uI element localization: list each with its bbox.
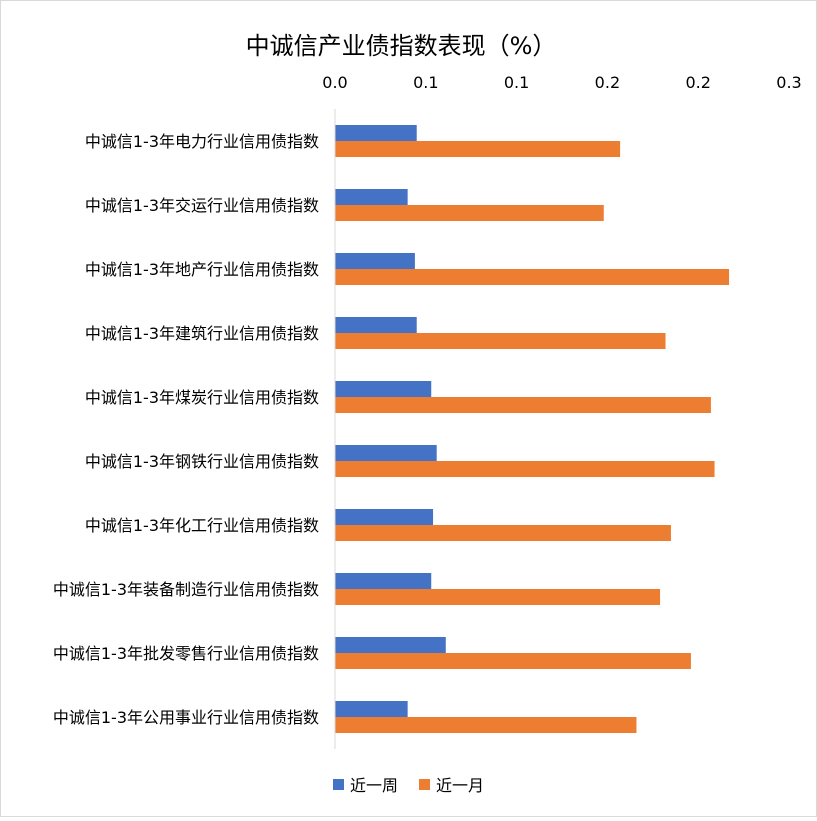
legend-label: 近一月 [436,776,484,795]
legend-swatch [419,779,430,790]
bar [335,573,432,589]
category-label: 中诚信1-3年建筑行业信用债指数 [85,324,319,343]
legend: 近一周 近一月 [333,776,484,795]
x-tick-label: 0.0 [322,73,347,92]
bar [335,125,417,141]
bar [335,189,408,205]
legend-label: 近一周 [350,776,398,795]
bar [335,333,666,349]
bars [335,125,730,733]
bar [335,701,408,717]
bar [335,381,432,397]
category-label: 中诚信1-3年装备制造行业信用债指数 [53,580,319,599]
bar [335,717,637,733]
legend-swatch [333,779,344,790]
x-tick-label: 0.1 [504,73,529,92]
bar [335,461,715,477]
bar [335,269,730,285]
category-label: 中诚信1-3年地产行业信用债指数 [85,260,319,279]
bar [335,589,661,605]
x-tick-label: 0.2 [685,73,710,92]
bar [335,445,437,461]
bar [335,397,711,413]
category-labels: 中诚信1-3年电力行业信用债指数中诚信1-3年交运行业信用债指数中诚信1-3年地… [53,132,319,727]
x-tick-label: 0.1 [413,73,438,92]
x-tick-label: 0.3 [776,73,801,92]
x-tick-label: 0.2 [595,73,620,92]
bar [335,525,671,541]
bar [335,205,604,221]
bar [335,509,434,525]
category-label: 中诚信1-3年化工行业信用债指数 [85,516,319,535]
bar [335,253,415,269]
bar [335,653,691,669]
bar [335,637,446,653]
category-label: 中诚信1-3年交运行业信用债指数 [85,196,319,215]
category-label: 中诚信1-3年电力行业信用债指数 [85,132,319,151]
bar [335,141,621,157]
category-label: 中诚信1-3年批发零售行业信用债指数 [53,644,319,663]
x-axis-ticks: 0.0 0.1 0.1 0.2 0.2 0.3 [322,73,801,92]
bar [335,317,417,333]
chart-title: 中诚信产业债指数表现（%） [246,32,557,60]
category-label: 中诚信1-3年公用事业行业信用债指数 [53,708,319,727]
category-label: 中诚信1-3年煤炭行业信用债指数 [85,388,319,407]
category-label: 中诚信1-3年钢铁行业信用债指数 [85,452,319,471]
